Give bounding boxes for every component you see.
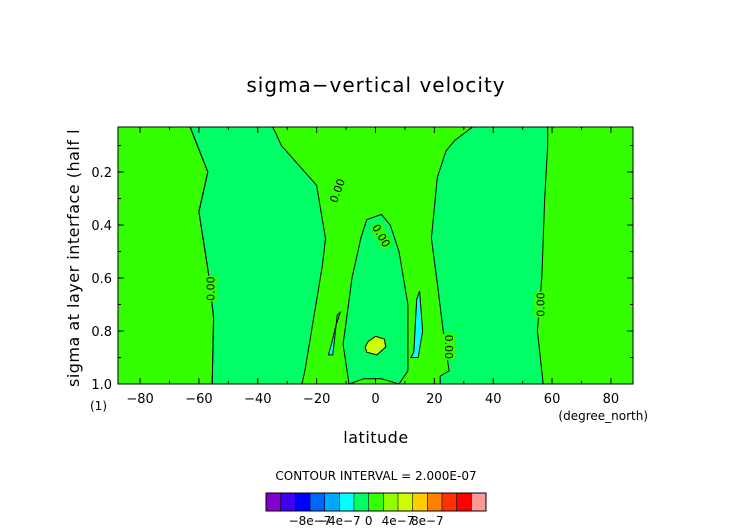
x-tick-label-0: −80 xyxy=(126,392,153,407)
contour-labels: 0.000.000.000.000.00 xyxy=(204,176,547,360)
field-region-5 xyxy=(410,291,423,358)
colorbar-swatch-9 xyxy=(398,493,413,511)
contour-line-1 xyxy=(189,127,327,384)
contour-label-4: 0.00 xyxy=(534,291,547,318)
colorbar-label-3: 4e−7 xyxy=(382,514,415,528)
contour-line-4 xyxy=(327,310,342,356)
x-tick-label-8: 80 xyxy=(603,392,620,407)
field-region-2 xyxy=(431,127,548,384)
x-tick-label-4: 0 xyxy=(371,392,379,407)
y-axis: 0.2 0.4 0.6 0.8 1.0 xyxy=(91,145,633,393)
x-tick-label-1: −60 xyxy=(185,392,212,407)
contour-line-3 xyxy=(342,213,409,384)
colorbar-swatch-10 xyxy=(412,493,428,511)
colorbar-swatch-12 xyxy=(442,493,457,511)
y-tick-label-2: 0.6 xyxy=(91,272,112,287)
y-tick-label-3: 0.8 xyxy=(91,325,112,340)
colorbar-swatch-1 xyxy=(280,493,296,511)
colorbar-label-1: −4e−7 xyxy=(318,514,361,528)
contour-label-3: 0.00 xyxy=(442,333,456,360)
colorbar-label-2: 0 xyxy=(365,514,373,528)
y-axis-label: sigma at layer interface (half l xyxy=(64,129,83,387)
y-tick-label-0: 0.2 xyxy=(91,166,112,181)
field-region-6 xyxy=(365,336,386,355)
colorbar-frame xyxy=(265,492,487,512)
x-tick-label-6: 40 xyxy=(485,392,502,407)
x-axis-units: (degree_north) xyxy=(558,409,648,423)
contour-line-6 xyxy=(364,335,387,356)
contour-label-0: 0.00 xyxy=(204,275,218,302)
colorbar-swatch-7 xyxy=(368,493,384,511)
x-axis-label: latitude xyxy=(343,428,408,447)
field-region-1 xyxy=(190,127,326,384)
colorbar-swatch-0 xyxy=(266,493,281,511)
colorbar-swatch-3 xyxy=(310,493,325,511)
contour-line-2 xyxy=(430,127,549,384)
contour-label-text: 0.00 xyxy=(442,335,455,360)
colorbar-swatch-4 xyxy=(324,493,340,511)
x-axis: −80 −60 −40 −20 0 20 40 60 80 xyxy=(126,127,619,407)
contour-label-text: 0.00 xyxy=(205,276,218,301)
contour-label-text: 0.00 xyxy=(534,292,547,317)
y-tick-label-4: 1.0 xyxy=(91,378,112,393)
plot-area xyxy=(118,127,633,384)
x-tick-label-3: −20 xyxy=(303,392,330,407)
colorbar-swatch-11 xyxy=(427,493,443,511)
y-tick-label-1: 0.4 xyxy=(91,219,112,234)
colorbar-swatch-2 xyxy=(295,493,311,511)
colorbar-swatch-8 xyxy=(383,493,399,511)
chart-title: sigma−vertical velocity xyxy=(246,73,505,97)
field-region-3 xyxy=(343,214,408,384)
colorbar xyxy=(265,492,487,512)
colorbar-swatch-6 xyxy=(354,493,369,511)
colorbar-labels: −8e−7−4e−7 0 4e−78e−7 xyxy=(289,514,444,528)
field-region-0 xyxy=(118,127,214,384)
colorbar-label-0: −8e−7 xyxy=(289,514,332,528)
colorbar-label-4: 8e−7 xyxy=(411,514,444,528)
contour-line-5 xyxy=(409,291,424,358)
y-axis-units: (1) xyxy=(90,399,107,413)
x-tick-label-5: 20 xyxy=(426,392,443,407)
colorbar-swatch-14 xyxy=(471,493,487,511)
colorbar-swatch-13 xyxy=(456,493,472,511)
contour-interval-text: CONTOUR INTERVAL = 2.000E-07 xyxy=(275,469,476,483)
x-tick-label-2: −40 xyxy=(244,392,271,407)
colorbar-swatch-5 xyxy=(339,493,355,511)
x-tick-label-7: 60 xyxy=(544,392,561,407)
